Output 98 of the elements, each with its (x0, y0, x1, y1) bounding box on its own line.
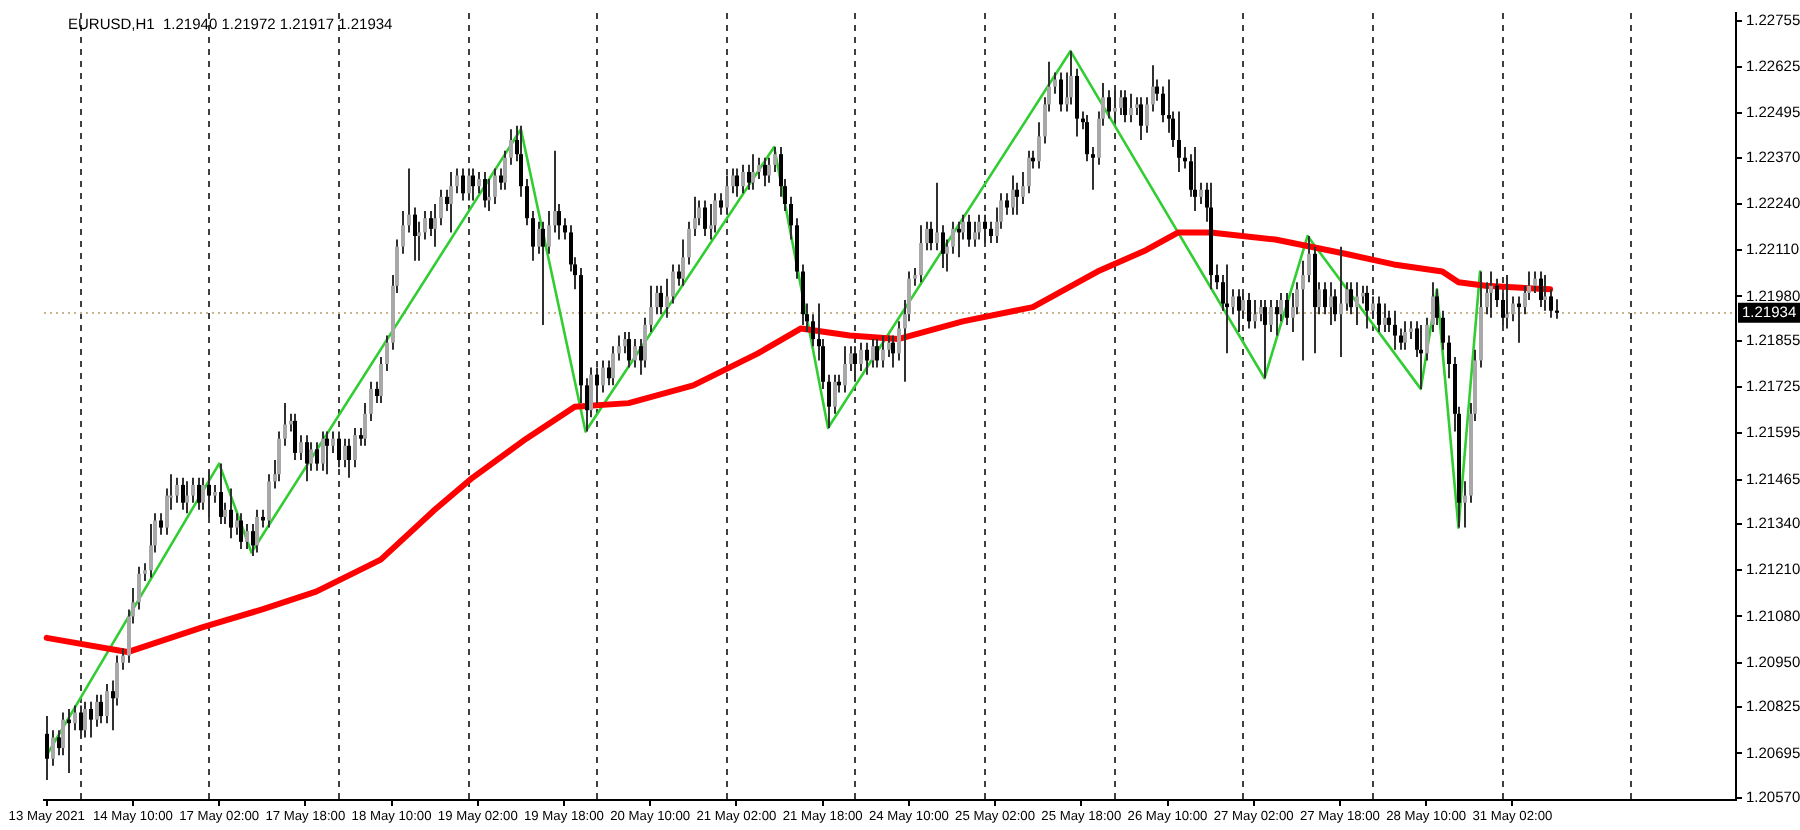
candlestick (1377, 295, 1381, 333)
candlestick (541, 220, 545, 326)
candlestick (305, 434, 309, 483)
candlestick (725, 174, 729, 216)
candlestick (207, 469, 211, 518)
candlestick (763, 156, 767, 188)
candlestick (983, 213, 987, 245)
candlestick (741, 163, 745, 195)
candlestick (89, 700, 93, 739)
candlestick (1403, 320, 1407, 351)
candlestick (1193, 146, 1197, 213)
candlestick (919, 224, 923, 284)
candlestick (99, 693, 103, 725)
candlestick (105, 683, 109, 725)
candlestick (719, 192, 723, 216)
candlestick (1533, 270, 1537, 294)
candlestick (1285, 291, 1289, 326)
candlestick (467, 167, 471, 202)
candlestick (1069, 50, 1073, 106)
candlestick (1177, 110, 1181, 173)
candlestick (1355, 281, 1359, 326)
candlestick (713, 192, 717, 234)
candlestick (1123, 89, 1127, 124)
candlestick (1107, 89, 1111, 120)
candlestick (449, 170, 453, 234)
candlestick (751, 153, 755, 191)
candlestick (201, 476, 205, 511)
candlestick (493, 167, 497, 205)
candlestick (1489, 270, 1493, 319)
candlestick (1129, 92, 1133, 124)
candlestick (1393, 309, 1397, 351)
candlestick (1383, 302, 1387, 333)
candlestick (875, 338, 879, 369)
candlestick (973, 220, 977, 248)
candlestick (1015, 181, 1019, 216)
candlestick (1505, 274, 1509, 330)
candlestick (461, 167, 465, 202)
candlestick (245, 523, 249, 550)
candlestick (627, 331, 631, 369)
candlestick (1329, 281, 1333, 326)
candlestick (1253, 298, 1257, 330)
candlestick (595, 366, 599, 405)
candlestick (633, 338, 637, 369)
candlestick (321, 430, 325, 472)
candlestick (977, 213, 981, 241)
candlestick (1059, 71, 1063, 113)
candlestick (483, 170, 487, 209)
candlestick (1539, 270, 1543, 309)
candlestick (1011, 174, 1015, 216)
candlestick (865, 341, 869, 376)
candlestick (185, 480, 189, 515)
candlestick (1199, 181, 1203, 205)
candlestick (239, 512, 243, 550)
candlestick (891, 334, 895, 369)
candlestick (1247, 291, 1251, 330)
candlestick (159, 512, 163, 536)
candlestick (181, 476, 185, 511)
candlestick (325, 430, 329, 476)
candlestick (833, 373, 837, 415)
candlestick (843, 345, 847, 394)
candlestick (1339, 245, 1343, 358)
candlestick (229, 487, 233, 540)
candlestick (1275, 298, 1279, 337)
candlestick (1371, 295, 1375, 319)
candlestick (83, 700, 87, 739)
candlestick (735, 167, 739, 198)
candlestick (315, 441, 319, 472)
candlestick (853, 345, 857, 383)
candlestick (871, 338, 875, 369)
candlestick (703, 199, 707, 237)
candlestick (299, 434, 303, 462)
candlestick (967, 213, 971, 248)
candlestick (659, 284, 663, 316)
candlestick (79, 704, 83, 739)
candlestick (175, 476, 179, 504)
candlestick (197, 476, 201, 511)
candlestick (45, 715, 49, 782)
candlestick (1263, 298, 1267, 380)
candlestick (347, 437, 351, 479)
candlestick (51, 729, 55, 767)
candlestick (1543, 274, 1547, 312)
candlestick (255, 508, 259, 554)
candlestick (219, 462, 223, 526)
candlestick (471, 167, 475, 202)
candlestick (337, 430, 341, 469)
candlestick (989, 220, 993, 245)
candlestick (293, 412, 297, 462)
candlestick (1365, 284, 1369, 330)
candlestick (331, 430, 335, 454)
candlestick (1237, 288, 1241, 333)
candlestick (881, 334, 885, 369)
candlestick (1113, 89, 1117, 124)
candlestick (935, 181, 939, 252)
candlestick (477, 170, 481, 195)
candlestick (1269, 298, 1273, 333)
candlestick (1119, 89, 1123, 117)
candlestick (1005, 192, 1009, 216)
candlestick (1139, 96, 1143, 141)
